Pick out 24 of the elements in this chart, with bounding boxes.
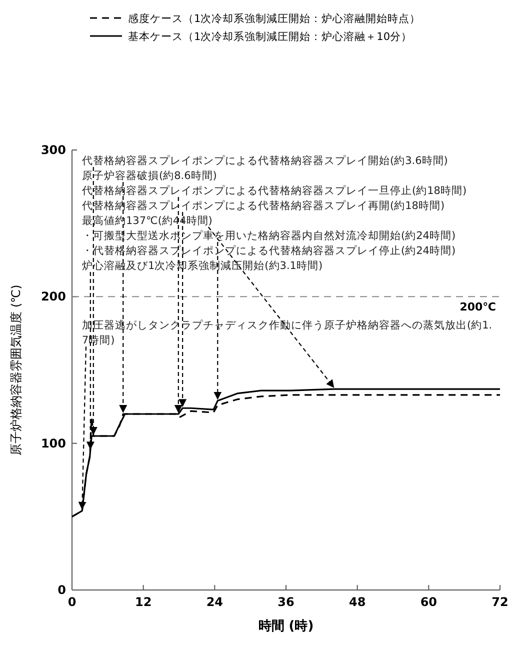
annotation: 代替格納容器スプレイポンプによる代替格納容器スプレイ再開(約18時間) [81, 199, 445, 212]
y-tick-label: 0 [58, 583, 66, 597]
y-axis-title: 原子炉格納容器雰囲気温度 (℃) [9, 284, 23, 456]
y-tick-label: 100 [40, 436, 66, 450]
x-axis-title: 時間 (時) [258, 619, 314, 634]
annotation: 加圧器逃がしタンクラプチャディスク作動に伴う原子炉格納容器への蒸気放出(約1.7時間) [82, 318, 492, 347]
x-tick-label: 24 [206, 595, 224, 609]
x-tick-label: 72 [492, 595, 508, 609]
legend-label: 感度ケース（1次冷却系強制減圧開始：炉心溶融開始時点） [128, 12, 421, 25]
x-tick-label: 12 [134, 595, 152, 609]
annotation: ・代替格納容器スプレイポンプによる代替格納容器スプレイ停止(約24時間) [82, 244, 456, 257]
y-tick-label: 300 [40, 143, 66, 157]
x-tick-label: 48 [348, 595, 366, 609]
x-tick-label: 60 [420, 595, 438, 609]
annotation: 原子炉容器破損(約8.6時間) [82, 169, 217, 182]
annotation: 代替格納容器スプレイポンプによる代替格納容器スプレイ一旦停止(約18時間) [81, 184, 467, 197]
annotation: 代替格納容器スプレイポンプによる代替格納容器スプレイ開始(約3.6時間) [81, 154, 448, 167]
annotation: 最高値約137℃(約44時間) [82, 214, 212, 227]
x-tick-label: 0 [68, 595, 76, 609]
legend-label: 基本ケース（1次冷却系強制減圧開始：炉心溶融＋10分） [128, 30, 412, 43]
ref-line-label: 200℃ [460, 300, 496, 314]
annotation: ・可搬型大型送水ポンプ車を用いた格納容器内自然対流冷却開始(約24時間) [82, 229, 456, 242]
x-tick-label: 36 [278, 595, 294, 609]
y-tick-label: 200 [40, 290, 66, 304]
